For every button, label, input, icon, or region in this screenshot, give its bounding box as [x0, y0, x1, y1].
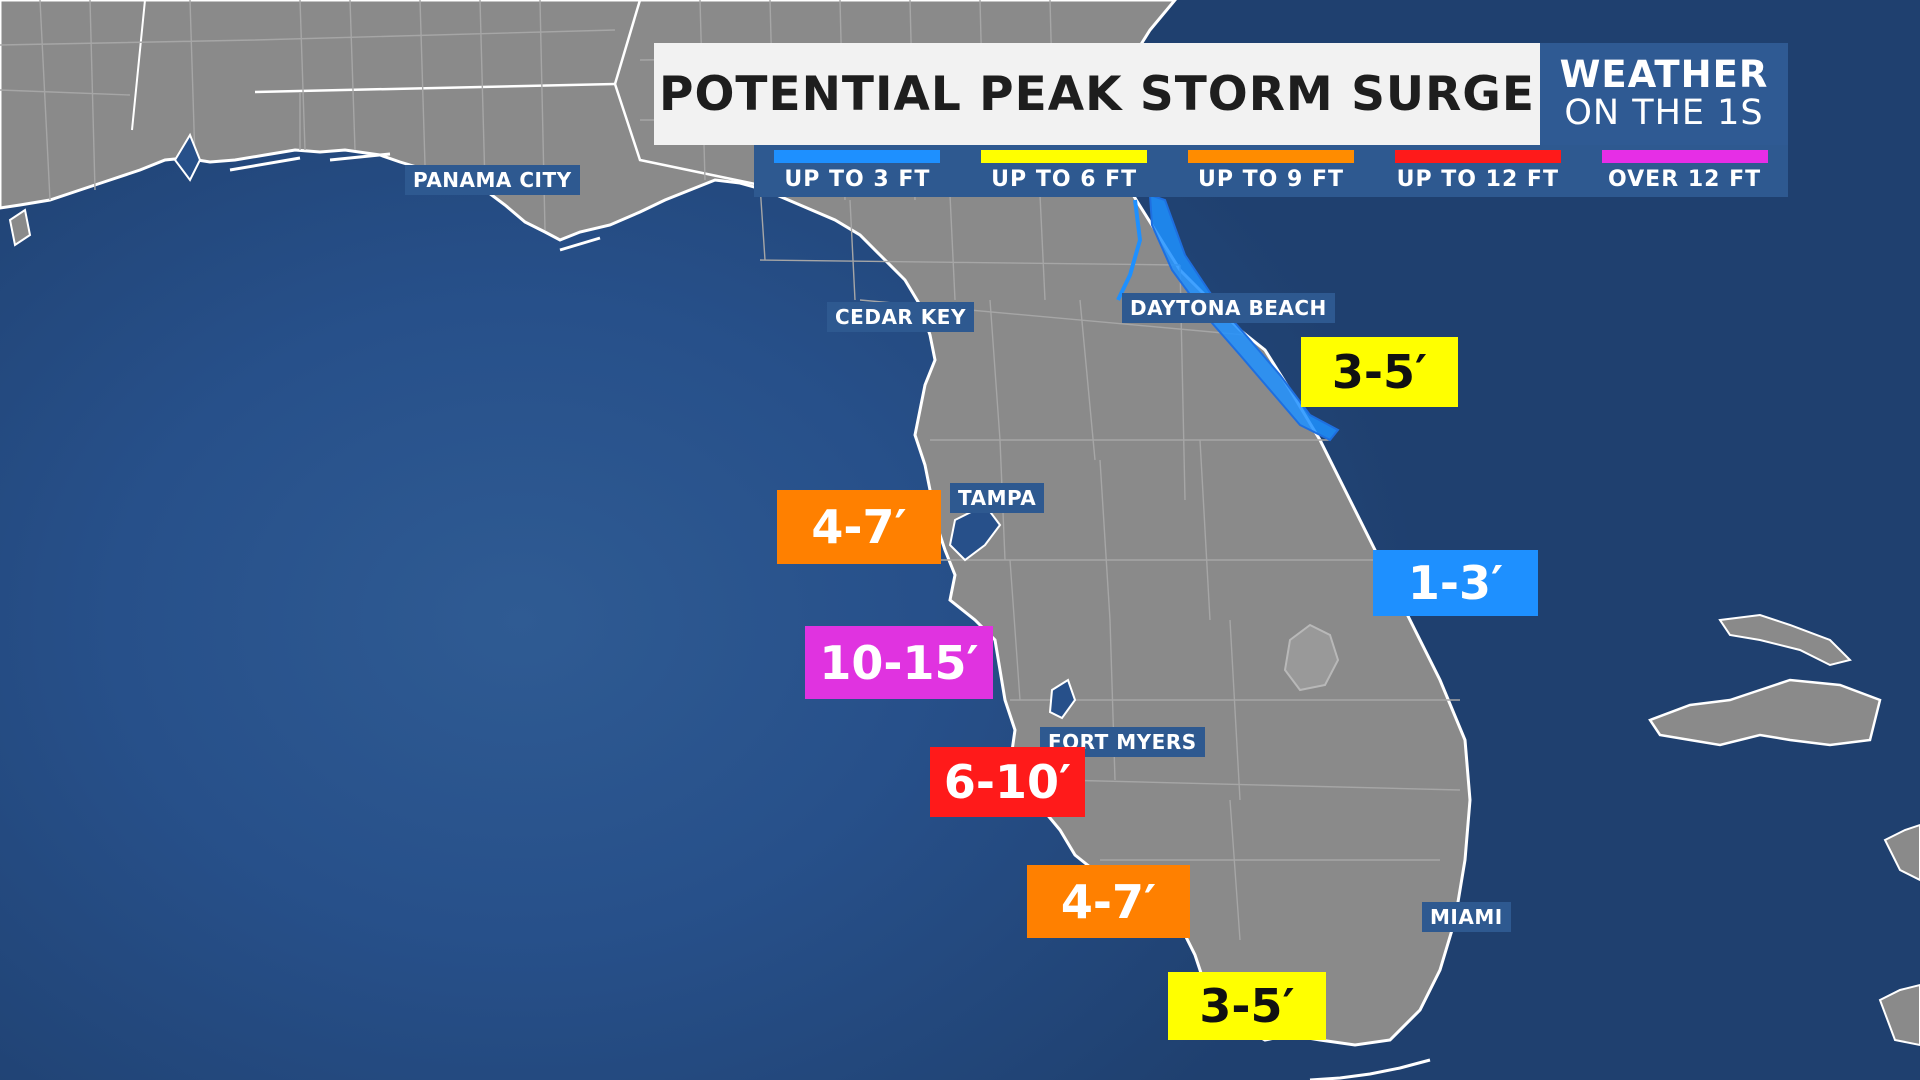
- surge-badge-east-coast: 1-3′: [1373, 550, 1538, 616]
- city-label-panama-city: PANAMA CITY: [405, 165, 580, 195]
- legend-label: UP TO 12 FT: [1396, 167, 1559, 192]
- state-boundary: [131, 0, 146, 131]
- mobile-bay: [173, 132, 202, 182]
- legend-bar: UP TO 3 FT UP TO 6 FT UP TO 9 FT UP TO 1…: [754, 145, 1788, 197]
- florida-keys: [1309, 1058, 1431, 1080]
- legend-item-up-to-12: UP TO 12 FT: [1374, 145, 1581, 197]
- charlotte-harbor: [1048, 678, 1077, 720]
- legend-item-up-to-3: UP TO 3 FT: [754, 145, 961, 197]
- surge-badge-tampa: 4-7′: [777, 490, 941, 564]
- surge-badge-daytona: 3-5′: [1301, 337, 1458, 407]
- st-johns-river: [1116, 199, 1143, 301]
- surge-badge-keys: 3-5′: [1168, 972, 1326, 1040]
- surge-badge-fort-myers: 6-10′: [930, 747, 1085, 817]
- brand-logo: WEATHER ON THE 1S: [1540, 43, 1788, 145]
- bahamas-island: [1878, 983, 1920, 1047]
- city-label-daytona-beach: DAYTONA BEACH: [1122, 293, 1335, 323]
- legend-swatch: [774, 150, 941, 163]
- legend-swatch: [1187, 150, 1354, 163]
- lake-okeechobee: [1283, 623, 1340, 692]
- legend-swatch: [981, 150, 1148, 163]
- city-label-cedar-key: CEDAR KEY: [827, 302, 974, 332]
- legend-item-up-to-6: UP TO 6 FT: [961, 145, 1168, 197]
- surge-badge-sarasota: 10-15′: [805, 626, 993, 699]
- barrier-islands: [229, 152, 601, 252]
- legend-swatch: [1601, 150, 1768, 163]
- legend-label: UP TO 6 FT: [991, 167, 1138, 192]
- city-label-tampa: TAMPA: [950, 483, 1045, 513]
- legend-item-over-12: OVER 12 FT: [1581, 145, 1788, 197]
- legend-item-up-to-9: UP TO 9 FT: [1168, 145, 1375, 197]
- city-label-miami: MIAMI: [1422, 902, 1511, 932]
- title-panel: POTENTIAL PEAK STORM SURGE: [654, 43, 1540, 145]
- state-boundary: [613, 0, 642, 85]
- brand-line-2: ON THE 1S: [1564, 93, 1764, 133]
- surge-inundation-band: [1148, 193, 1340, 442]
- page-title: POTENTIAL PEAK STORM SURGE: [659, 66, 1535, 122]
- bahamas-island: [1648, 678, 1882, 747]
- legend-label: UP TO 3 FT: [784, 167, 931, 192]
- legend-swatch: [1394, 150, 1561, 163]
- bahamas-island: [1718, 613, 1852, 667]
- surge-badge-naples: 4-7′: [1027, 865, 1190, 938]
- bahamas-island: [1883, 823, 1920, 882]
- brand-line-1: WEATHER: [1559, 53, 1769, 96]
- legend-label: UP TO 9 FT: [1197, 167, 1344, 192]
- island-fragment: [8, 208, 32, 247]
- legend-label: OVER 12 FT: [1608, 167, 1762, 192]
- state-boundary: [254, 82, 616, 94]
